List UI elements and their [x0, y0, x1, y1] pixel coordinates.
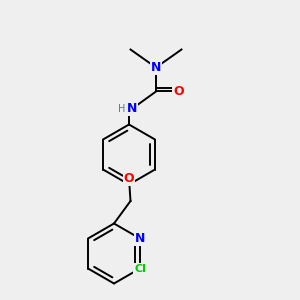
- Text: Cl: Cl: [134, 263, 146, 274]
- Text: O: O: [124, 172, 134, 185]
- Text: H: H: [118, 103, 125, 114]
- Text: N: N: [127, 102, 137, 115]
- Text: N: N: [151, 61, 161, 74]
- Text: N: N: [135, 232, 145, 245]
- Text: O: O: [173, 85, 184, 98]
